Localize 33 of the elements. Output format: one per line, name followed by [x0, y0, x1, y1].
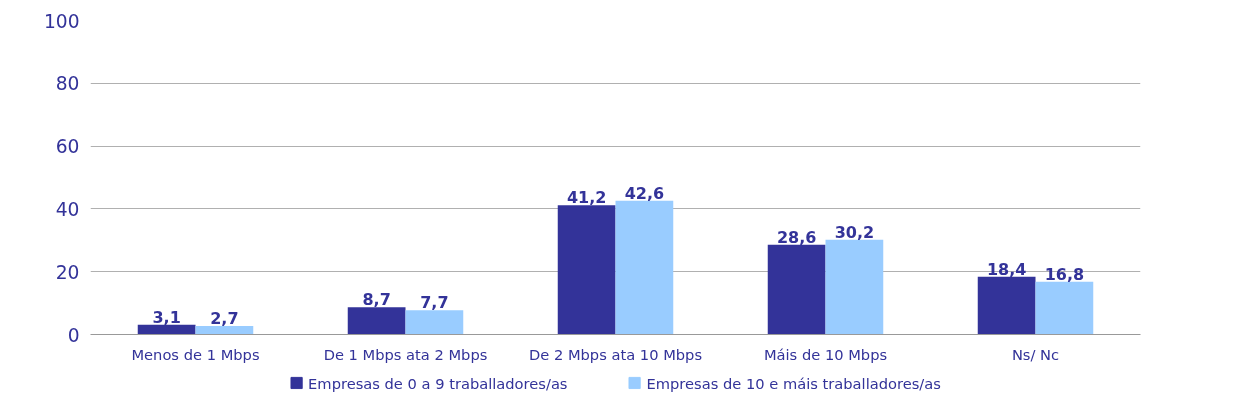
- bar: [557, 205, 616, 335]
- data-label: 3,1: [152, 307, 181, 327]
- data-label: 2,7: [210, 309, 239, 329]
- data-label: 41,2: [566, 188, 607, 208]
- y-tick-label: 60: [55, 136, 80, 158]
- x-tick-label: De 2 Mbps ata 10 Mbps: [528, 345, 703, 363]
- bar: [767, 244, 826, 335]
- x-tick-label: De 1 Mbps ata 2 Mbps: [323, 345, 488, 363]
- data-label: 30,2: [834, 222, 875, 242]
- data-label: 7,7: [420, 293, 449, 313]
- data-label: 42,6: [624, 183, 665, 203]
- data-label: 16,8: [1044, 264, 1085, 284]
- bar: [825, 239, 884, 335]
- bar: [137, 324, 196, 335]
- x-tick-label: Ns/ Nc: [1011, 345, 1060, 363]
- bar: [1035, 281, 1094, 335]
- legend-label: Empresas de 10 e máis traballadores/as: [646, 374, 941, 391]
- bar: [195, 326, 254, 335]
- x-tick-label: Menos de 1 Mbps: [131, 345, 260, 363]
- y-tick-label: 80: [55, 73, 80, 95]
- bar: [615, 200, 674, 335]
- bar: [977, 276, 1036, 335]
- bar: [405, 310, 464, 335]
- y-tick-label: 40: [55, 198, 80, 220]
- bar: [347, 307, 406, 335]
- data-label: 18,4: [986, 259, 1027, 279]
- data-label: 28,6: [776, 227, 817, 247]
- data-label: 8,7: [362, 290, 391, 310]
- y-tick-label: 100: [43, 10, 80, 32]
- y-tick-label: 20: [55, 261, 80, 283]
- y-tick-label: 0: [67, 324, 80, 346]
- x-tick-label: Máis de 10 Mbps: [763, 345, 888, 363]
- legend-label: Empresas de 0 a 9 traballadores/as: [308, 374, 568, 391]
